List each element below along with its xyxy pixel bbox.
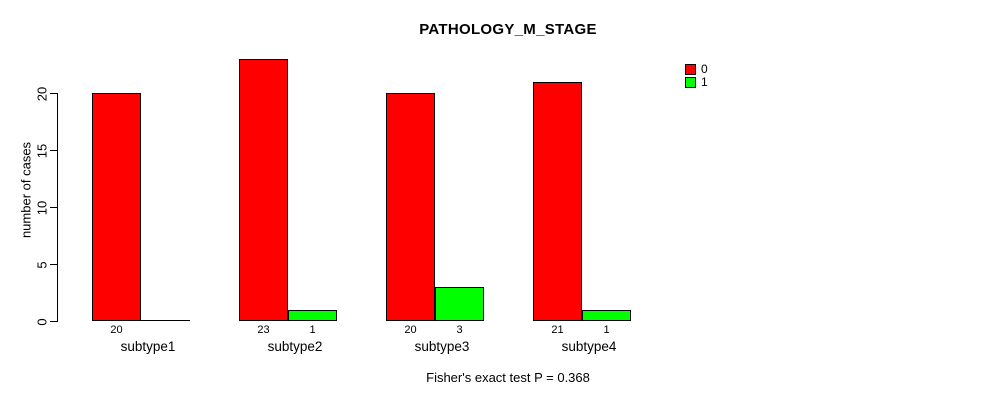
category-label-subtype3: subtype3 <box>414 339 470 354</box>
y-tick-mark <box>50 150 57 151</box>
bar-value-label: 3 <box>456 324 463 336</box>
bar-subtype1-1-zero <box>141 320 190 321</box>
category-label-subtype2: subtype2 <box>267 339 323 354</box>
bar-subtype3-1 <box>435 287 484 321</box>
legend-item-0: 0 <box>685 63 708 76</box>
category-label-subtype4: subtype4 <box>561 339 617 354</box>
bar-subtype1-0 <box>92 93 141 321</box>
chart-title: PATHOLOGY_M_STAGE <box>419 21 597 38</box>
bar-value-label: 23 <box>257 324 270 336</box>
y-tick-label: 5 <box>34 260 50 269</box>
bar-value-label: 1 <box>309 324 316 336</box>
legend-swatch-red <box>685 64 696 75</box>
legend-label-1: 1 <box>701 75 708 89</box>
y-tick-mark <box>50 264 57 265</box>
bar-value-label: 20 <box>404 324 417 336</box>
legend-item-1: 1 <box>685 76 708 89</box>
legend-label-0: 0 <box>701 62 708 76</box>
bar-value-label: 21 <box>551 324 564 336</box>
footer-stat-text: Fisher's exact test P = 0.368 <box>426 370 590 385</box>
y-tick-mark <box>50 207 57 208</box>
legend: 0 1 <box>685 63 708 89</box>
bar-subtype2-1 <box>288 310 337 321</box>
bar-subtype4-1 <box>582 310 631 321</box>
y-tick-label: 10 <box>34 200 50 215</box>
bar-subtype4-0 <box>533 82 582 321</box>
category-label-subtype1: subtype1 <box>120 339 176 354</box>
y-tick-mark <box>50 321 57 322</box>
y-tick-label: 0 <box>34 317 50 326</box>
y-tick-label: 20 <box>34 86 50 101</box>
bar-subtype2-0 <box>239 59 288 321</box>
legend-swatch-green <box>685 77 696 88</box>
bar-subtype3-0 <box>386 93 435 321</box>
y-tick-label: 15 <box>34 143 50 158</box>
bar-value-label: 1 <box>603 324 610 336</box>
y-tick-mark <box>50 93 57 94</box>
bar-value-label: 20 <box>110 324 123 336</box>
y-axis-line <box>57 93 58 322</box>
